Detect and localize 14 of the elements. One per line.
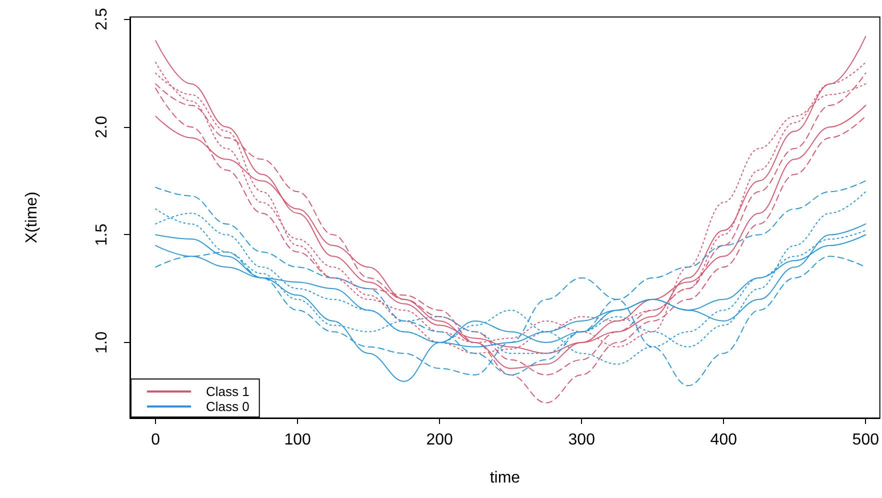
x-tick-label: 200 [426,432,454,448]
x-tick-label: 500 [852,432,880,448]
x-tick-label: 300 [568,432,596,448]
legend-label: Class 1 [206,384,250,399]
y-axis-title: X(time) [24,192,40,244]
legend-label: Class 0 [206,399,250,414]
x-tick-label: 400 [710,432,738,448]
x-axis-title: time [490,470,520,486]
x-tick-label: 100 [284,432,312,448]
y-tick-label: 2.0 [94,116,110,138]
y-tick-label: 1.5 [94,224,110,246]
x-tick-label: 0 [151,432,160,448]
y-tick-label: 1.0 [94,331,110,354]
y-tick-label: 2.5 [94,8,110,30]
